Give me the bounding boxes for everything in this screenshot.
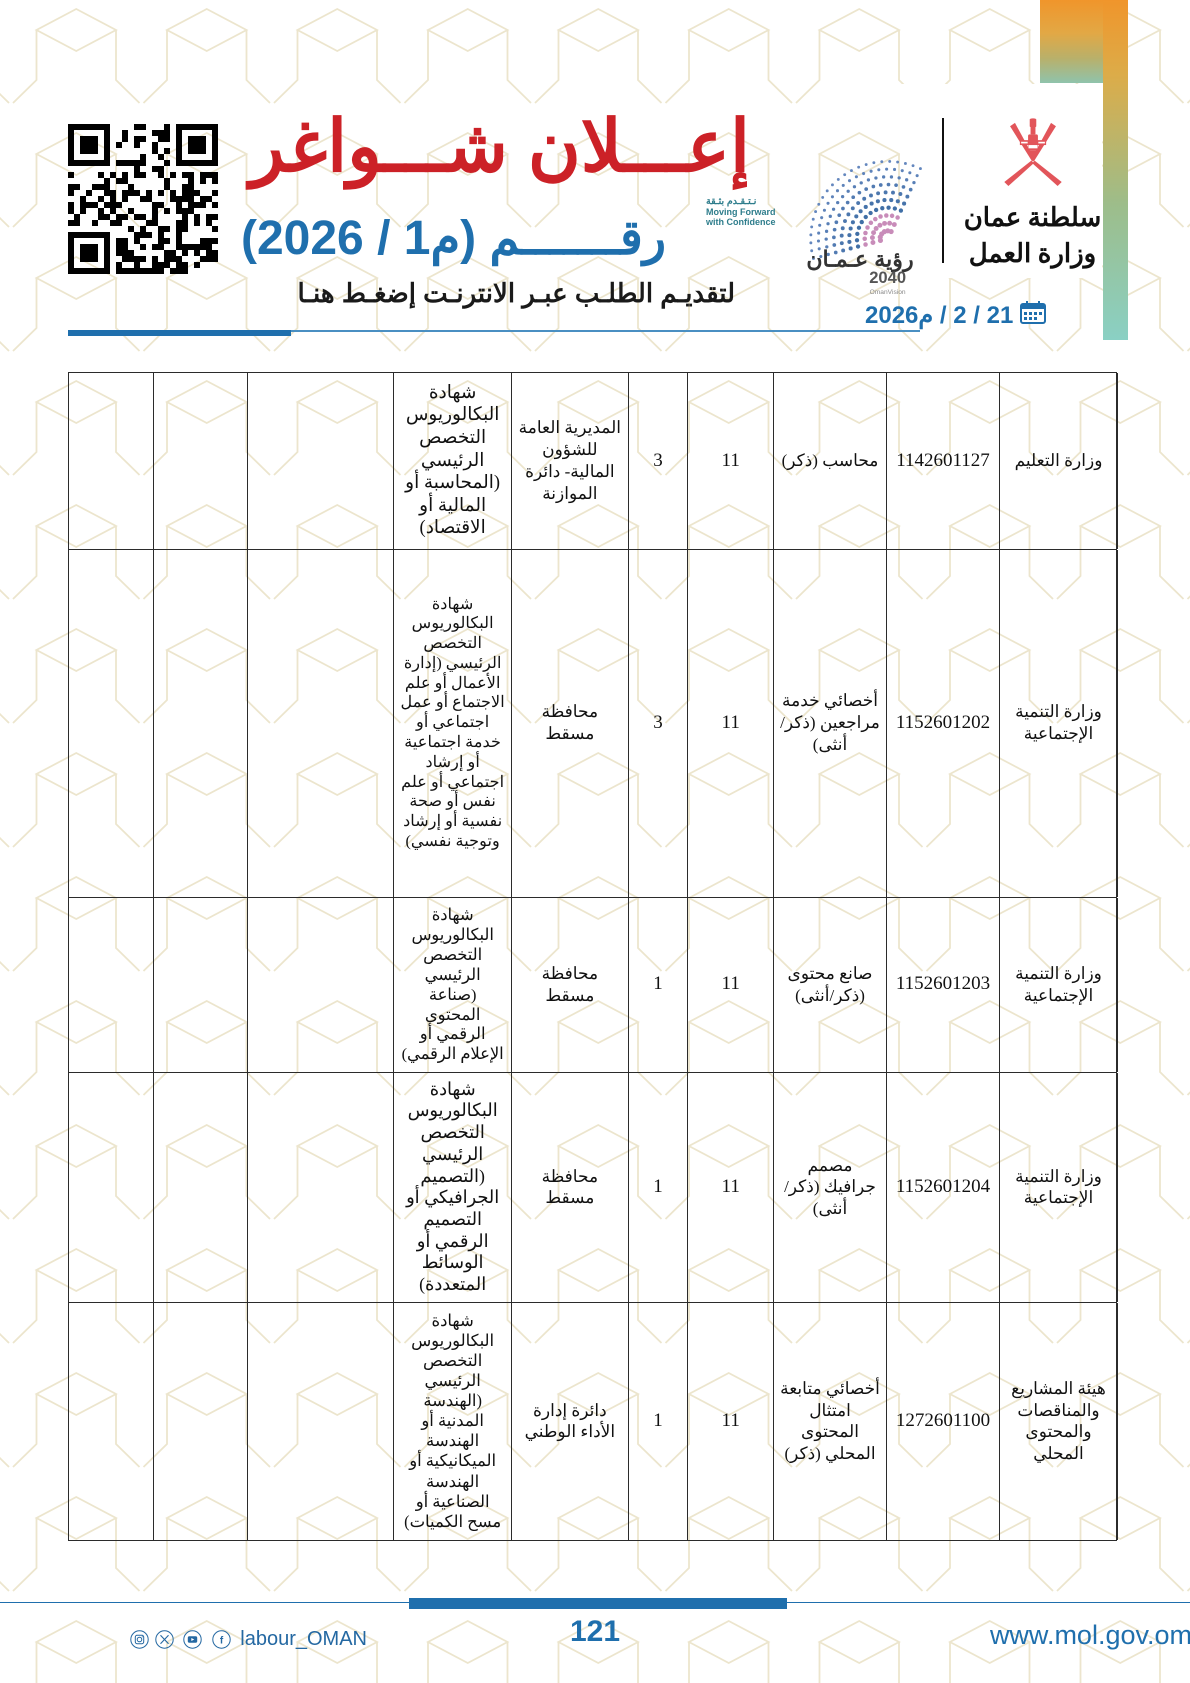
svg-text:f: f (220, 1636, 224, 1647)
svg-text:2040: 2040 (869, 268, 906, 287)
svg-text:OmanVision: OmanVision (870, 289, 906, 296)
